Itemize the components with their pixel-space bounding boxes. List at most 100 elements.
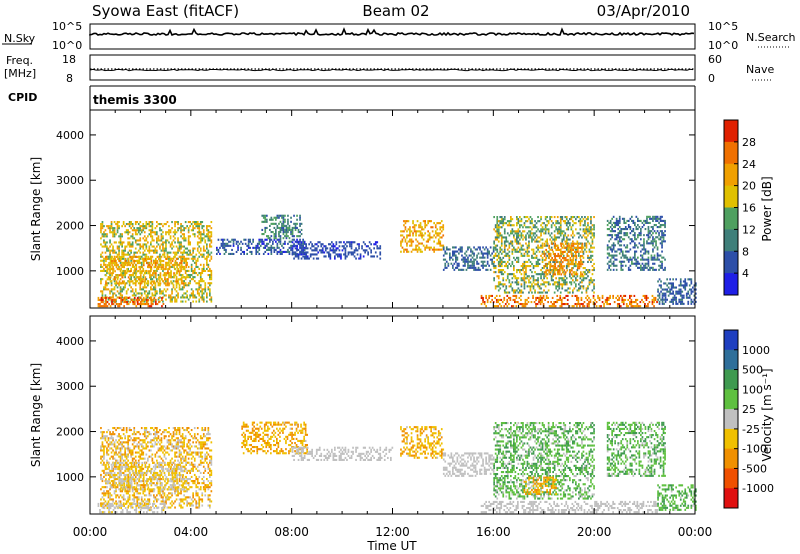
cell [553,240,556,243]
cell [695,292,697,295]
cell [193,296,196,299]
cell [585,226,588,229]
cell [565,303,568,306]
cell [134,223,137,226]
cell [259,240,262,243]
cell [444,252,447,255]
cell [571,259,573,262]
cell [106,282,108,285]
cell [575,283,577,286]
cell [564,232,567,235]
cell [652,215,654,218]
cell [112,292,114,295]
cell [329,247,332,250]
cell [562,254,565,257]
cell [199,278,202,281]
cell [276,224,279,227]
cell [222,240,224,243]
cell [564,242,567,245]
cell [551,248,553,251]
cell [664,224,666,227]
cell [139,282,142,285]
cell [618,260,621,263]
beam-title: Beam 02 [362,2,429,20]
cell [503,296,506,299]
cell [650,258,653,261]
cell [430,236,432,239]
cell [634,246,636,249]
cell [572,216,574,219]
cell [516,260,518,263]
cell [496,258,499,261]
cell [180,264,183,267]
cell [584,244,586,247]
cell [486,254,489,257]
cell [449,252,451,255]
cell [178,227,181,230]
cell [511,230,514,233]
cell [287,242,289,245]
cell [609,219,612,222]
cell [168,282,171,285]
cell [535,254,538,257]
cell [279,228,282,231]
cell [229,240,232,243]
cell [471,266,474,269]
cell [510,216,512,219]
cell [270,235,273,238]
cell [139,237,142,240]
cell [170,262,172,265]
cell [379,247,382,250]
cell [103,241,105,244]
cell [282,228,285,231]
cell [587,256,589,259]
cell [559,252,562,255]
cell [162,237,164,240]
cell [508,246,511,249]
cell [562,220,565,223]
cell [100,278,102,281]
cell [535,222,538,225]
cell [644,248,647,251]
cell [576,216,579,219]
cell [195,300,198,303]
cell [670,300,673,303]
cell [376,247,379,250]
cell [612,221,615,224]
cell [179,255,181,258]
cell [202,263,205,266]
cell [661,256,663,259]
cell [193,257,196,260]
cell [501,301,504,304]
cell [488,296,490,299]
cell [150,269,152,272]
cell [525,269,527,272]
cell [554,273,556,276]
cell [515,301,518,304]
cell [401,240,404,243]
cell [202,233,205,236]
cell [151,300,154,303]
cell [626,258,629,261]
cell [418,230,420,233]
cell [629,228,632,231]
cell [404,228,407,231]
cell [623,217,626,220]
cell [661,298,664,301]
cell [151,223,154,226]
cell [172,235,175,238]
cell [494,285,497,288]
cell [655,215,657,218]
cell [139,274,142,277]
cell [497,260,500,263]
cell [549,218,551,221]
cell [618,248,621,251]
cell [362,255,365,258]
cell [305,253,307,256]
cell [545,263,547,266]
cell [101,227,104,230]
cell [198,227,201,230]
cell [502,224,505,227]
cell [505,291,508,294]
cell [612,215,615,218]
